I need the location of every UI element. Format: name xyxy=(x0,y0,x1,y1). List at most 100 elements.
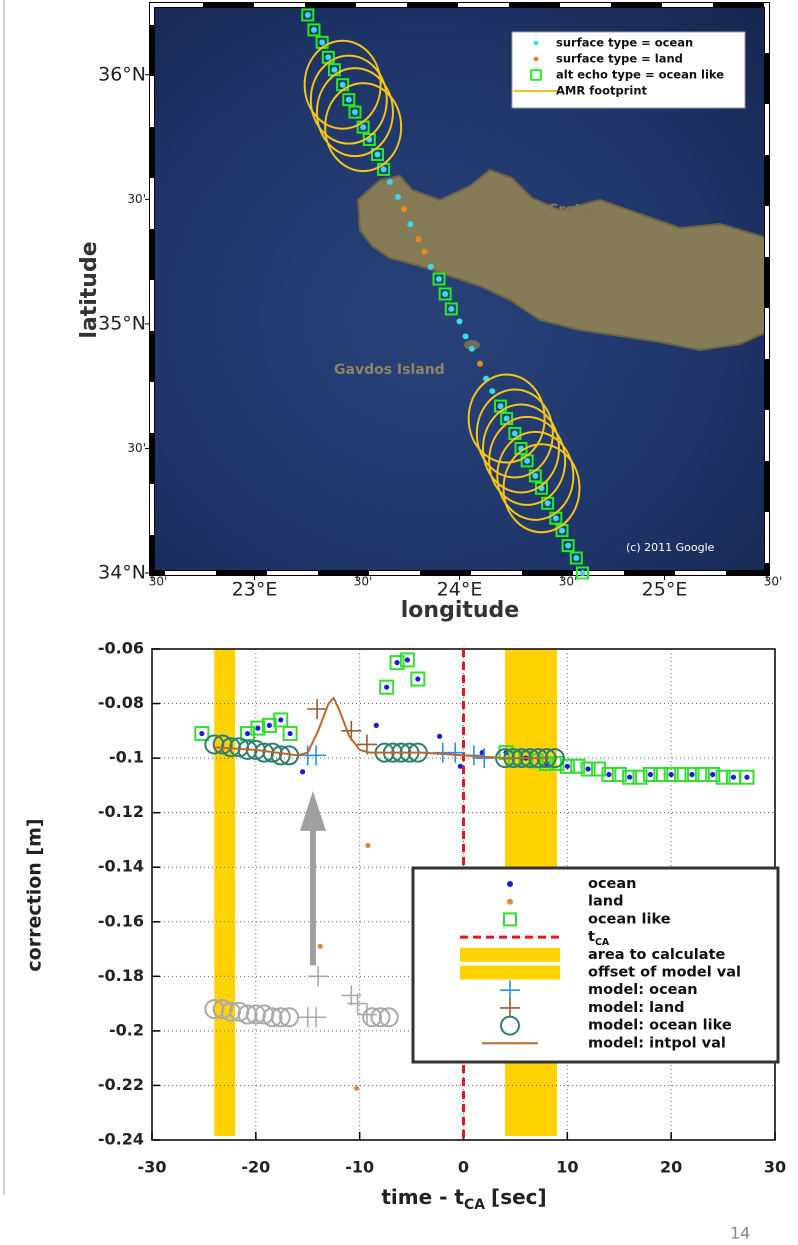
track-point xyxy=(442,290,449,297)
legend-swatch xyxy=(460,947,560,962)
map-annotation: Gavdos Island xyxy=(334,362,445,378)
square-marker xyxy=(261,717,277,733)
y-tick-label: 36°N xyxy=(98,63,146,85)
track-point xyxy=(380,166,387,173)
echo-square xyxy=(307,23,321,37)
point xyxy=(266,722,272,728)
track-point xyxy=(386,178,393,185)
echo-square xyxy=(301,8,315,22)
square-marker xyxy=(399,652,415,668)
legend-swatch xyxy=(507,898,513,905)
track-point xyxy=(532,472,539,479)
y-tick-label: -0.24 xyxy=(98,1130,144,1149)
x-axis-label-unit: [sec] xyxy=(491,1185,547,1209)
plus-marker xyxy=(308,966,329,987)
x-tick-label: 30' xyxy=(149,575,168,589)
plus-marker xyxy=(306,745,327,766)
legend-label: land xyxy=(588,894,623,910)
legend-label: alt echo type = ocean like xyxy=(556,68,724,82)
track-point xyxy=(573,555,580,562)
echo-square xyxy=(371,147,384,161)
y-tick-label: -0.14 xyxy=(98,857,144,876)
point xyxy=(365,842,371,849)
legend-box xyxy=(511,31,746,109)
x-axis-label-subscript: CA xyxy=(464,1197,485,1213)
square-marker xyxy=(653,766,669,782)
point xyxy=(394,660,400,666)
square-marker xyxy=(632,769,648,785)
square-marker xyxy=(250,720,266,736)
square-marker xyxy=(410,671,426,687)
y-axis-label: latitude xyxy=(77,241,102,338)
x-tick-label: 30' xyxy=(559,575,578,589)
point xyxy=(404,657,411,663)
legend-label: offset of model val xyxy=(588,965,741,981)
y-tick-label: 30' xyxy=(127,192,146,206)
legend-label: AMR footprint xyxy=(556,84,648,98)
legend-label: tCA xyxy=(588,929,610,948)
point xyxy=(710,771,716,778)
legend-swatch xyxy=(533,40,539,46)
track-point xyxy=(497,403,504,410)
y-tick-label: -0.22 xyxy=(98,1075,144,1094)
circle-marker xyxy=(262,1007,283,1028)
point xyxy=(437,733,443,739)
plus-marker xyxy=(306,1007,327,1028)
legend-label: area to calculate xyxy=(588,947,725,963)
track-point xyxy=(395,193,401,200)
square-marker xyxy=(601,766,617,782)
point xyxy=(730,774,737,780)
x-tick-label: 30 xyxy=(764,1158,786,1177)
y-tick-label: -0.12 xyxy=(98,802,144,821)
square-marker xyxy=(273,712,289,728)
x-axis-label-main: time - t xyxy=(381,1185,464,1209)
legend-swatch xyxy=(460,965,560,980)
point xyxy=(744,774,750,780)
track-point xyxy=(304,11,311,18)
legend-swatch xyxy=(503,912,517,927)
track-point xyxy=(462,333,469,340)
track-point xyxy=(339,81,346,88)
legend-label: ocean xyxy=(588,876,637,892)
y-tick-label: -0.1 xyxy=(109,748,144,767)
track-point xyxy=(544,500,551,507)
plus-marker xyxy=(356,1004,377,1025)
page-number: 14 xyxy=(730,1224,750,1243)
circle-marker xyxy=(378,1007,399,1028)
legend-label: ocean like xyxy=(588,911,671,927)
legend-label: surface type = land xyxy=(556,52,683,66)
echo-square xyxy=(444,302,458,316)
plus-marker xyxy=(307,699,328,720)
footprint-ring xyxy=(502,443,581,534)
echo-square xyxy=(432,272,446,286)
point xyxy=(647,771,654,778)
legend-label: model: intpol val xyxy=(588,1035,726,1051)
track-point xyxy=(559,527,565,534)
circle-marker xyxy=(362,1007,383,1028)
x-tick-label: 10 xyxy=(556,1158,578,1177)
x-tick-label: 0 xyxy=(458,1158,469,1177)
echo-square xyxy=(576,566,589,580)
track-point xyxy=(345,96,352,103)
echo-square xyxy=(438,287,452,301)
x-tick-label: -20 xyxy=(241,1158,270,1177)
point xyxy=(415,676,421,682)
point xyxy=(199,730,205,737)
footprint-ring xyxy=(324,82,403,173)
square-marker xyxy=(715,769,731,785)
point xyxy=(373,722,379,728)
echo-square xyxy=(569,551,583,565)
y-tick-label: -0.08 xyxy=(98,693,144,712)
legend-label-subscript: CA xyxy=(595,937,610,948)
circle-marker xyxy=(279,1007,300,1028)
square-marker xyxy=(590,761,606,777)
track-point xyxy=(477,360,483,367)
circle-marker xyxy=(237,1004,258,1025)
x-tick-label: 20 xyxy=(660,1158,682,1177)
x-tick-label: 25°E xyxy=(642,579,688,601)
track-point xyxy=(331,66,338,73)
circle-marker xyxy=(270,1007,291,1028)
track-point xyxy=(360,124,367,131)
track-point xyxy=(310,26,317,33)
footprint-ring xyxy=(488,415,567,506)
